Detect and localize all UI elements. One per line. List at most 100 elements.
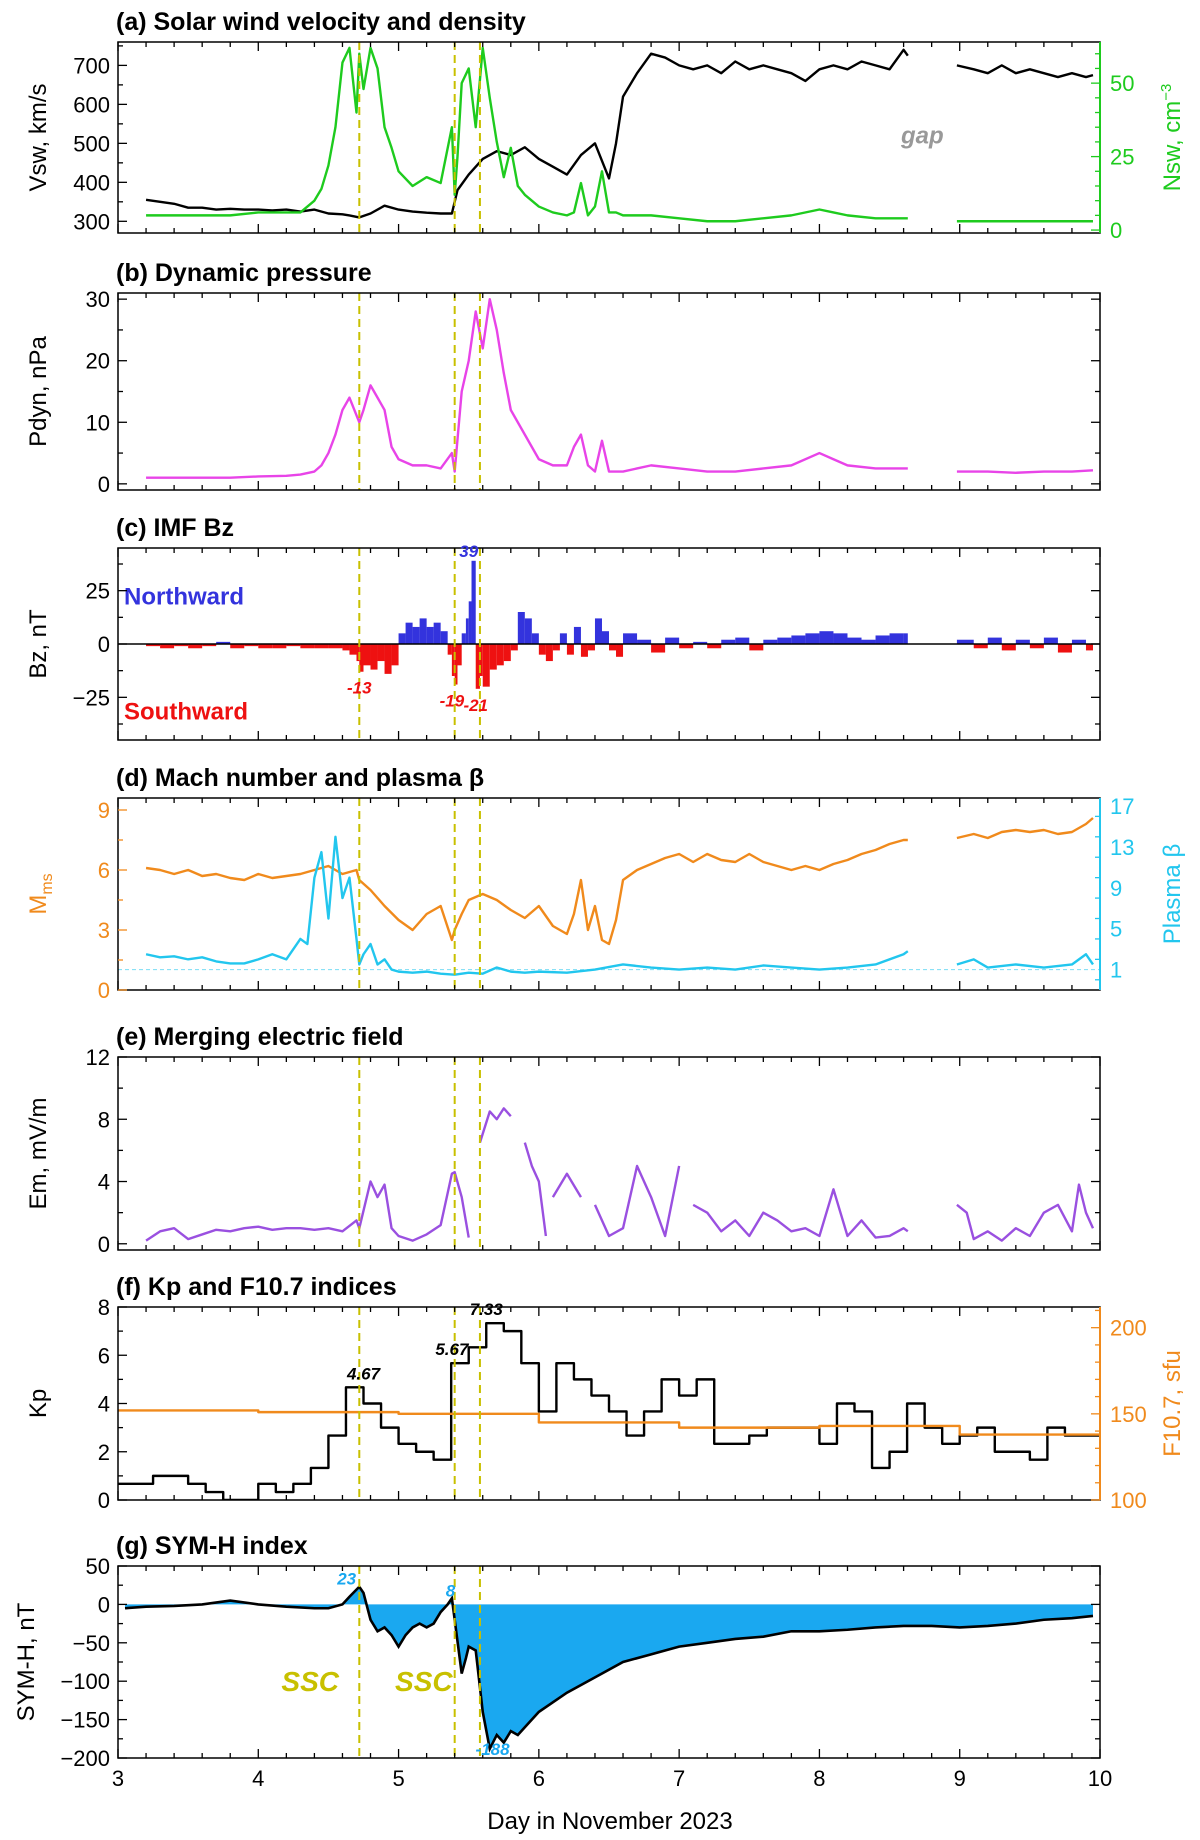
bz-bar [286,644,301,647]
y-axis-label: Vsw, km/s [25,83,52,191]
data-annotation: -21 [463,696,488,715]
y-tick-label: 500 [73,131,110,156]
series-e-1 [478,1107,512,1143]
gap-annotation: gap [900,122,944,149]
bz-bar [451,644,455,676]
y-tick-label-right: 9 [1110,876,1122,901]
panel-d: (d) Mach number and plasma β 0 3 6 9 Mms 1 5 9 13… [25,764,1186,1003]
bz-bar [573,626,581,644]
y-axis-label-right: F10.7, sfu [1159,1350,1186,1457]
x-tick-label: 3 [112,1766,124,1791]
y-tick-label: 4 [98,1392,110,1417]
bz-bar [479,644,483,676]
panel-title: (a) Solar wind velocity and density [116,8,526,36]
y-tick-label: 400 [73,170,110,195]
bz-bar [552,644,560,651]
data-annotation: 5.67 [435,1340,470,1359]
bz-bar [482,644,490,687]
series-b-0 [146,297,908,479]
bz-bar [471,560,476,644]
bz-bar [623,633,638,644]
axes-frame [117,41,1101,234]
x-tick-label: 10 [1088,1766,1112,1791]
bz-bar [889,633,904,644]
bz-bar [679,644,694,649]
bz-bar [973,644,988,649]
y-tick-label: 0 [98,1232,110,1257]
series-d-2 [145,835,909,976]
panel-title: (e) Merging electric field [116,1023,404,1051]
bz-bar [637,639,652,644]
series-f-1 [118,1409,1100,1436]
y-tick-label: 6 [98,1343,110,1368]
bz-bar [475,644,480,689]
bz-bar [412,626,420,644]
bz-bar [465,618,469,644]
bz-bar [146,644,161,647]
y-tick-label: 25 [86,579,110,604]
y-axis-label-right: Nsw, cm−3 [1158,84,1186,192]
bz-bar [987,637,1002,644]
bz-bar [1029,644,1044,649]
y-tick-label: 0 [98,1488,110,1513]
y-tick-label-right: 5 [1110,917,1122,942]
axes-frame [117,1056,1101,1251]
y-tick-label: 30 [86,287,110,312]
bz-bar [559,633,567,644]
bz-bar [468,601,472,644]
bz-bar [377,644,385,662]
y-tick-label: 20 [86,349,110,374]
data-annotation: 7.33 [470,1300,504,1319]
series-a-0 [145,48,909,219]
plot-area [145,1107,1095,1242]
panel-g: (g) SYM-H index 3 4 5 6 7 8 9 10 −200 −150 −100 −50 0… [13,1532,1112,1791]
bz-bar [300,644,315,649]
y-axis-label-sub: ms [39,873,56,894]
x-tick-label: 6 [533,1766,545,1791]
bz-bar [328,644,343,649]
y-axis-label: SYM-H, nT [13,1602,40,1721]
axes-frame [117,797,1101,991]
bz-bar [833,633,848,644]
y-tick-label: 6 [98,858,110,883]
series-e-2 [523,1142,548,1237]
bz-bar [609,644,617,651]
bz-bar [763,639,778,644]
y-tick-label-right: 25 [1110,145,1134,170]
series-a-1 [956,64,1094,79]
bz-bar [426,626,434,644]
bz-bar [457,644,462,666]
plot-area [118,1321,1100,1500]
bz-bar [216,641,231,644]
y-tick-label-right: 200 [1110,1316,1147,1341]
bz-bar [693,641,708,644]
x-tick-label: 4 [252,1766,264,1791]
bz-bar [461,633,466,644]
y-tick-label: −50 [73,1631,110,1656]
x-tick-label: 9 [954,1766,966,1791]
y-axis-label-right-sup: −3 [1158,84,1175,101]
bz-bar [503,644,511,662]
y-tick-label: 700 [73,53,110,78]
bz-bar [160,644,175,649]
bz-bar [447,644,452,655]
y-axis-label: Bz, nT [25,609,52,679]
bz-bar [433,622,441,644]
bz-bar [359,644,364,672]
y-axis-label: Mms [25,873,56,914]
panel-b: (b) Dynamic pressure 0 10 20 30 Pdyn, nPa [25,259,1101,497]
series-d-1 [956,817,1094,840]
y-tick-label: 10 [86,410,110,435]
symh-area [125,1586,1093,1749]
y-tick-label: 600 [73,92,110,117]
panel-title: (c) IMF Bz [116,514,234,542]
bz-bar [258,644,273,649]
symh-line [124,1584,1094,1753]
bz-bar [566,644,574,655]
data-annotation: 39 [459,542,478,561]
y-tick-label: 0 [98,1592,110,1617]
y-axis-label-right: Plasma β [1159,844,1186,945]
bz-bar [454,644,458,685]
series-e-3 [551,1172,582,1198]
